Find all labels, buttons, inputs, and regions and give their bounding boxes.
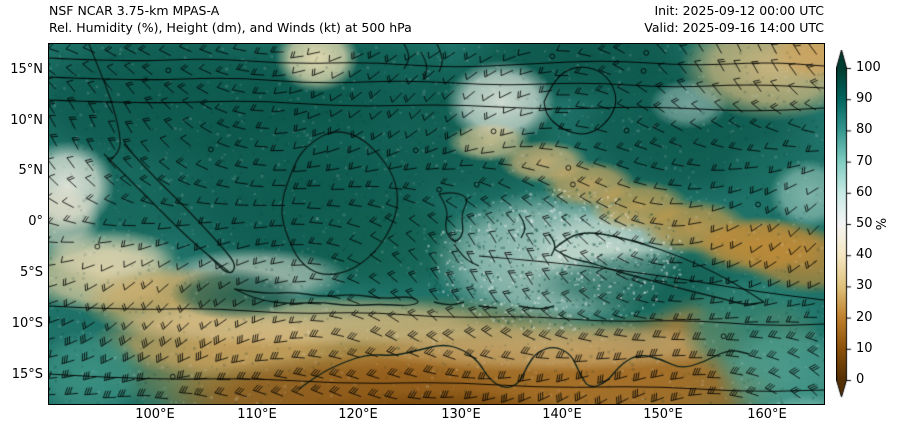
lat-tick-label: 5°S	[19, 265, 43, 280]
map-plot-area	[48, 43, 825, 405]
humidity-wind-map-canvas	[49, 44, 824, 404]
lat-tick-label: 15°N	[10, 62, 43, 77]
colorbar-tick-label: 50	[856, 216, 873, 231]
colorbar-tick-label: 70	[856, 153, 873, 169]
field-subtitle: Rel. Humidity (%), Height (dm), and Wind…	[49, 19, 412, 35]
colorbar-tick-label: 30	[856, 278, 873, 294]
colorbar-tick-label: 20	[856, 309, 873, 325]
colorbar-tick-label: 60	[856, 184, 873, 200]
colorbar-tick-label: 90	[856, 91, 873, 107]
colorbar-tick-label: 100	[856, 60, 881, 75]
lon-tick-label: 120°E	[338, 407, 378, 422]
lon-tick-label: 140°E	[542, 407, 582, 422]
lat-tick-label: 0°	[28, 214, 43, 229]
lon-tick-label: 130°E	[441, 407, 481, 422]
colorbar	[836, 50, 856, 398]
run-times: Init: 2025-09-12 00:00 UTC Valid: 2025-0…	[644, 3, 824, 36]
colorbar-tick-label: 10	[856, 340, 873, 356]
figure-title: NSF NCAR 3.75-km MPAS-A Rel. Humidity (%…	[49, 3, 412, 36]
lat-tick-label: 15°S	[11, 367, 43, 382]
lon-tick-label: 150°E	[643, 407, 683, 422]
colorbar-tick-label: 80	[856, 122, 873, 138]
lon-tick-label: 160°E	[747, 407, 787, 422]
lat-tick-label: 10°S	[11, 316, 43, 331]
lon-tick-label: 110°E	[237, 407, 277, 422]
valid-time: Valid: 2025-09-16 14:00 UTC	[644, 19, 824, 35]
lat-tick-label: 5°N	[18, 163, 44, 178]
colorbar-tick-label: 0	[856, 372, 865, 387]
lon-tick-label: 100°E	[135, 407, 175, 422]
model-title: NSF NCAR 3.75-km MPAS-A	[49, 3, 220, 18]
colorbar-unit-label: %	[875, 217, 890, 231]
colorbar-tick-label: 40	[856, 247, 873, 263]
lat-tick-label: 10°N	[10, 113, 43, 128]
init-time: Init: 2025-09-12 00:00 UTC	[654, 3, 824, 18]
